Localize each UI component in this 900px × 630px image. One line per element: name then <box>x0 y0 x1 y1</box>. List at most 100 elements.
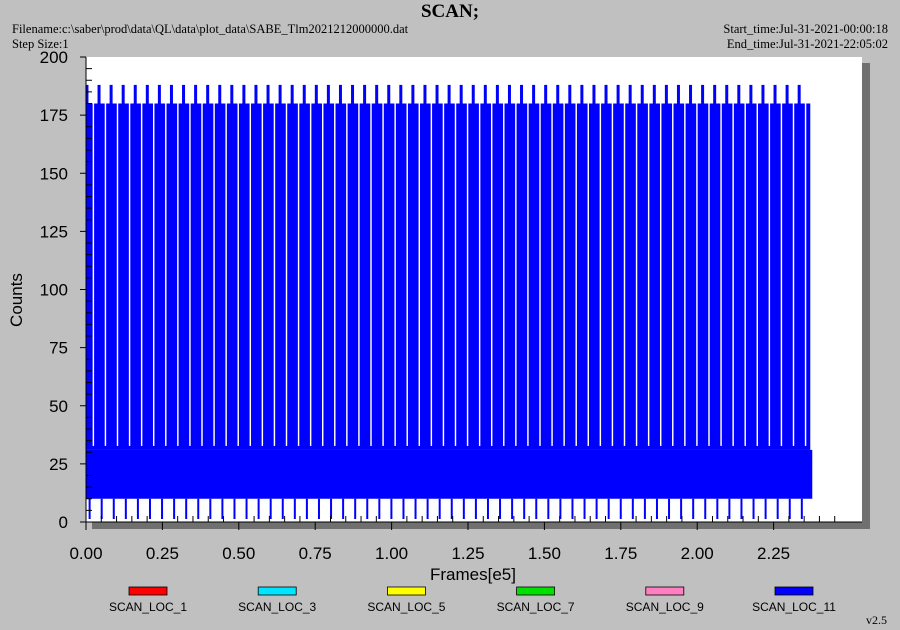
series-scan-loc-11-gap <box>708 103 710 446</box>
series-scan-loc-11-gap <box>804 103 807 446</box>
legend-label: SCAN_LOC_3 <box>238 600 316 614</box>
series-scan-loc-11-gap <box>285 103 288 446</box>
series-scan-loc-11-gap <box>527 103 529 446</box>
axis-layer <box>80 56 862 530</box>
series-scan-loc-11-gap <box>92 103 95 446</box>
series-layer <box>85 84 813 519</box>
series-scan-loc-11-gap <box>261 103 264 446</box>
series-scan-loc-11-gap <box>189 103 191 446</box>
legend: SCAN_LOC_1 SCAN_LOC_3 SCAN_LOC_5 SCAN_LOC_7… <box>109 586 836 614</box>
series-scan-loc-11-gap <box>225 103 227 446</box>
y-tick-label: 200 <box>40 48 68 67</box>
series-scan-loc-11-gap <box>466 103 469 446</box>
series-scan-loc-11-gap <box>201 103 203 446</box>
y-tick-label: 125 <box>40 222 68 241</box>
legend-swatch <box>128 586 168 596</box>
series-scan-loc-11-gap <box>684 103 686 446</box>
y-axis-label: Counts <box>7 273 26 327</box>
series-scan-loc-11-gap <box>732 103 734 446</box>
series-scan-loc-11-gap <box>756 103 759 446</box>
series-scan-loc-11-gap <box>768 103 771 446</box>
series-scan-loc-11-gap <box>611 103 614 446</box>
series-scan-loc-11-gap <box>358 103 360 446</box>
series-scan-loc-11-gap <box>177 103 179 446</box>
y-tick-label: 75 <box>49 339 68 358</box>
series-scan-loc-11-gap <box>152 103 155 446</box>
y-tick-label: 150 <box>40 164 68 183</box>
legend-label: SCAN_LOC_9 <box>626 600 704 614</box>
end-time-label: End_time:Jul-31-2021-22:05:02 <box>726 37 888 51</box>
series-scan-loc-11-gap <box>128 103 131 446</box>
x-tick-label: 1.25 <box>451 544 484 563</box>
legend-label: SCAN_LOC_5 <box>367 600 445 614</box>
series-scan-loc-11-gap <box>515 103 517 446</box>
version-label: v2.5 <box>866 613 887 627</box>
y-tick-label: 50 <box>49 397 68 416</box>
series-scan-loc-11-gap <box>623 103 626 446</box>
x-tick-label: 0.25 <box>146 544 179 563</box>
series-scan-loc-11-gap <box>720 103 722 446</box>
series-scan-loc-11-gap <box>140 103 143 446</box>
legend-swatch <box>645 586 685 596</box>
series-scan-loc-11-gap <box>696 103 698 446</box>
series-scan-loc-11-gap <box>587 103 590 446</box>
series-scan-loc-11-gap <box>165 103 167 446</box>
series-scan-loc-11-gap <box>309 103 312 446</box>
series-scan-loc-11-gap <box>104 103 107 446</box>
series-scan-loc-11-gap <box>575 103 577 446</box>
series-scan-loc-11-gap <box>394 103 396 446</box>
x-tick-label: 1.75 <box>604 544 637 563</box>
x-tick-label: 0.50 <box>222 544 255 563</box>
series-scan-loc-11-gap <box>382 103 384 446</box>
series-scan-loc-11-gap <box>672 103 674 446</box>
legend-label: SCAN_LOC_1 <box>109 600 187 614</box>
y-tick-label: 175 <box>40 106 68 125</box>
tick-label-layer: 0 25 50 75 100 125 150 175 200 0.00 0.25 0.50 0.75 1.… <box>40 48 791 563</box>
legend-swatch <box>257 586 297 596</box>
legend-swatch <box>774 586 814 596</box>
series-scan-loc-11-gap <box>478 103 481 446</box>
series-scan-loc-11-band <box>86 449 813 499</box>
series-scan-loc-11-fill <box>86 103 811 450</box>
series-scan-loc-11-gap <box>551 103 553 446</box>
series-scan-loc-11-gap <box>744 103 746 446</box>
series-scan-loc-11-gap <box>647 103 650 446</box>
legend-label: SCAN_LOC_11 <box>752 600 836 614</box>
step-size-label: Step Size:1 <box>12 37 69 51</box>
series-scan-loc-11-gap <box>539 103 541 446</box>
series-scan-loc-11-gap <box>334 103 336 446</box>
series-scan-loc-11-gap <box>635 103 638 446</box>
series-scan-loc-11-gap <box>503 103 505 446</box>
series-scan-loc-11-gap <box>490 103 493 446</box>
series-scan-loc-11-gap <box>792 103 795 446</box>
series-scan-loc-11-gap <box>321 103 324 446</box>
x-tick-label: 2.00 <box>681 544 714 563</box>
series-scan-loc-11-gap <box>346 103 348 446</box>
series-scan-loc-11-gap <box>442 103 445 446</box>
legend-swatch <box>516 586 555 596</box>
series-scan-loc-11-gap <box>599 103 602 446</box>
series-scan-loc-11-gap <box>297 103 300 446</box>
x-tick-label: 0.00 <box>69 544 102 563</box>
start-time-label: Start_time:Jul-31-2021-00:00:18 <box>723 22 888 36</box>
y-tick-label: 25 <box>49 455 68 474</box>
series-scan-loc-11-gap <box>454 103 457 446</box>
series-scan-loc-11-gap <box>249 103 252 446</box>
x-tick-label: 0.75 <box>299 544 332 563</box>
series-scan-loc-11-gap <box>213 103 215 446</box>
series-scan-loc-11-gap <box>273 103 276 446</box>
y-tick-label: 0 <box>59 513 68 532</box>
legend-swatch <box>386 586 426 596</box>
series-scan-loc-11-gap <box>370 103 372 446</box>
series-scan-loc-11-gap <box>563 103 565 446</box>
page-title: SCAN; <box>420 1 480 22</box>
x-tick-label: 1.50 <box>528 544 561 563</box>
series-scan-loc-11-gap <box>237 103 239 446</box>
filename-label: Filename:c:\saber\prod\data\QL\data\plot… <box>12 22 409 36</box>
x-tick-label: 1.00 <box>375 544 408 563</box>
x-axis-label: Frames[e5] <box>430 565 516 584</box>
x-tick-label: 2.25 <box>757 544 790 563</box>
legend-label: SCAN_LOC_7 <box>497 600 575 614</box>
series-scan-loc-11-gap <box>116 103 119 446</box>
